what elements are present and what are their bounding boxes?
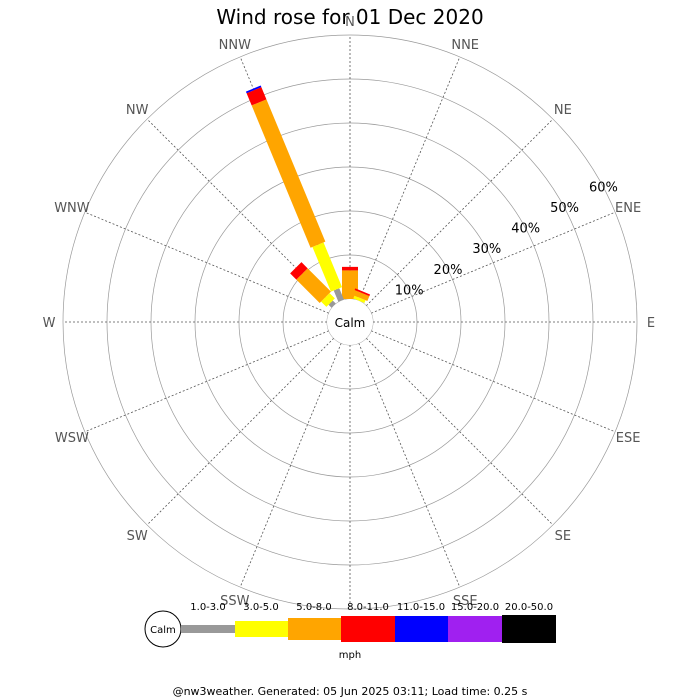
bar-nne-2 (352, 289, 370, 301)
spoke-ese (371, 330, 616, 433)
direction-label-ssw: SSW (220, 594, 250, 609)
chart-title: Wind rose for 01 Dec 2020 (216, 5, 483, 29)
direction-label-ne: NE (554, 103, 572, 118)
spoke-nne (358, 56, 461, 301)
spoke-sw (146, 337, 335, 526)
direction-label-sw: SW (127, 529, 148, 544)
legend-label-6: 20.0-50.0 (505, 602, 553, 613)
legend-swatch-3 (341, 616, 395, 642)
direction-label-wsw: WSW (55, 431, 89, 446)
legend-swatch-2 (288, 618, 341, 640)
bar-nw-2 (296, 268, 331, 303)
direction-label-sse: SSE (453, 594, 478, 609)
direction-label-ese: ESE (616, 431, 641, 446)
legend-label-3: 8.0-11.0 (347, 602, 389, 613)
bar-nnw-4 (245, 85, 262, 94)
legend-swatch-4 (395, 616, 448, 642)
percent-label-40: 40% (511, 222, 540, 237)
spoke-wsw (84, 330, 329, 433)
legend-label-5: 15.0-20.0 (451, 602, 499, 613)
bar-nnw-0 (333, 288, 344, 302)
spoke-ne (365, 118, 554, 307)
direction-label-n: N (345, 15, 355, 30)
percent-label-50: 50% (550, 201, 579, 216)
bar-nne-3 (354, 288, 371, 297)
direction-label-e: E (647, 316, 655, 331)
percent-label-30: 30% (472, 242, 501, 257)
spoke-ene (371, 211, 616, 314)
ring-60 (62, 34, 638, 610)
spoke-ssw (239, 343, 342, 588)
direction-label-w: W (43, 316, 56, 331)
direction-label-ene: ENE (615, 201, 641, 216)
direction-label-nnw: NNW (219, 38, 251, 53)
percent-label-10: 10% (395, 284, 424, 299)
wind-bars (245, 85, 371, 308)
direction-label-nw: NW (126, 103, 149, 118)
legend-label-0: 1.0-3.0 (190, 602, 225, 613)
legend-calm-label: Calm (150, 625, 176, 636)
legend-label-2: 5.0-8.0 (296, 602, 331, 613)
bar-nnw-2 (251, 99, 326, 248)
calm-center: Calm (327, 299, 373, 345)
legend-swatch-6 (502, 615, 556, 643)
spoke-wnw (84, 211, 329, 314)
legend-swatch-0 (181, 625, 235, 633)
bar-nnw-3 (246, 87, 267, 106)
legend-label-1: 3.0-5.0 (243, 602, 278, 613)
direction-label-se: SE (555, 529, 571, 544)
direction-spokes (63, 35, 637, 609)
bar-nw-3 (290, 262, 308, 280)
calm-label: Calm (335, 316, 366, 330)
bar-nw-0 (328, 300, 336, 308)
bar-nw-1 (321, 293, 335, 307)
percent-label-60: 60% (589, 180, 618, 195)
legend-label-4: 11.0-15.0 (397, 602, 445, 613)
direction-label-nne: NNE (451, 38, 479, 53)
spoke-se (365, 337, 554, 526)
direction-label-wnw: WNW (54, 201, 90, 216)
bar-nnw-1 (312, 242, 343, 292)
footer-text: @nw3weather. Generated: 05 Jun 2025 03:1… (173, 685, 528, 698)
percent-label-20: 20% (434, 263, 463, 278)
percent-labels: 10% 20% 30% 40% 50% 60% (395, 180, 618, 298)
unit-label: mph (339, 650, 361, 661)
spoke-sse (358, 343, 461, 588)
legend: Calm 1.0-3.0 3.0-5.0 5.0-8.0 8.0-11.0 11.0-15… (144, 602, 556, 648)
legend-swatch-5 (448, 616, 502, 642)
bar-nne-1 (353, 295, 366, 304)
legend-swatch-1 (235, 621, 288, 637)
